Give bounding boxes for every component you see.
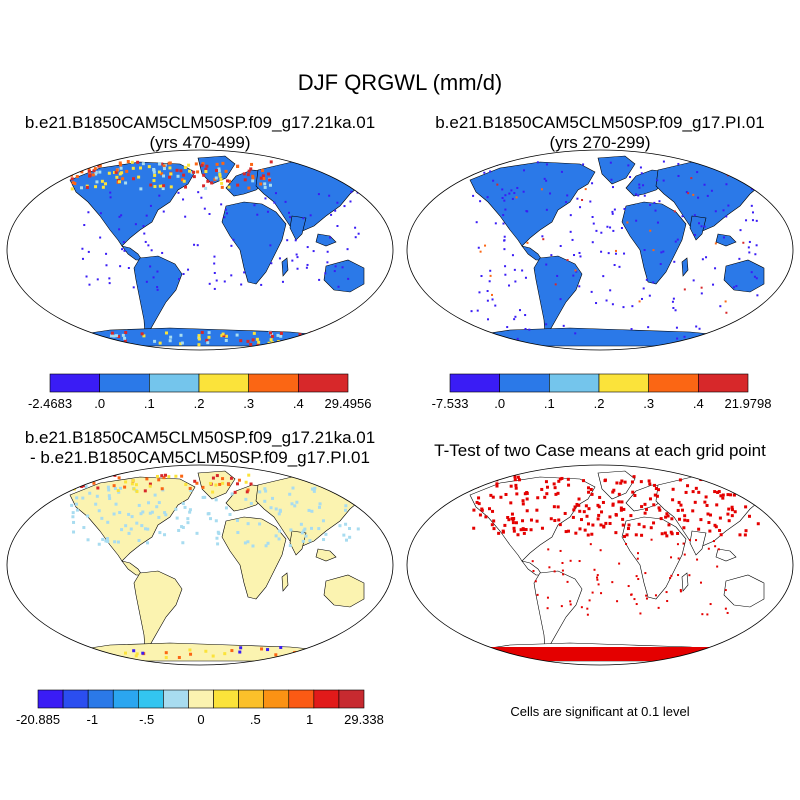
colorbar-swatch: [198, 373, 249, 393]
colorbar-swatch: [248, 373, 299, 393]
panel3-title-line2: - b.e21.B1850CAM5CLM50SP.f09_g17.PI.01: [30, 448, 370, 467]
map-border-case1: [6, 149, 394, 351]
colorbar-swatch: [648, 373, 699, 393]
colorbar-swatch: [87, 689, 114, 709]
colorbar-swatch: [499, 373, 550, 393]
continents-ttest: [469, 470, 765, 662]
significance-note: Cells are significant at 0.1 level: [510, 704, 690, 719]
colorbar-label: .1: [544, 396, 555, 411]
continents-case2: [469, 155, 765, 347]
colorbar-swatch: [49, 373, 100, 393]
grid-cells-case2: [470, 160, 761, 340]
map-border-case2: [406, 149, 794, 351]
colorbar-swatch: [549, 373, 600, 393]
map-ttest: [469, 470, 765, 662]
colorbar-label: .5: [250, 712, 261, 727]
colorbar-label: .0: [94, 396, 105, 411]
grid-cells-ttest: [470, 475, 760, 661]
colorbar-label: .1: [144, 396, 155, 411]
panel1-title-line2: (yrs 470-499): [149, 133, 251, 152]
panel2-title-line2: (yrs 270-299): [549, 133, 651, 152]
colorbar-swatch: [598, 373, 649, 393]
colorbar-label: .3: [643, 396, 654, 411]
map-diff: [69, 470, 365, 662]
colorbar-label: .4: [693, 396, 704, 411]
main-title: DJF QRGWL (mm/d): [297, 70, 503, 95]
colorbar-label: -20.885: [16, 712, 60, 727]
colorbar-case2: -7.533 .0 .1 .2 .3 .4 21.9798: [432, 373, 772, 411]
colorbar-label: -.5: [139, 712, 154, 727]
panel1-title-line1: b.e21.B1850CAM5CLM50SP.f09_g17.21ka.01: [24, 113, 376, 132]
panel4-title: T-Test of two Case means at each grid po…: [434, 441, 766, 460]
colorbar-label: -1: [87, 712, 99, 727]
colorbar-swatch: [37, 689, 64, 709]
colorbar-swatch: [163, 689, 189, 709]
colorbar-swatch: [449, 373, 500, 393]
colorbar-swatch: [138, 689, 164, 709]
panel2-title-line1: b.e21.B1850CAM5CLM50SP.f09_g17.PI.01: [435, 113, 765, 132]
map-border-ttest: [406, 464, 794, 666]
colorbar-swatch: [338, 689, 365, 709]
colorbar-label: .2: [194, 396, 205, 411]
colorbar-label: .0: [494, 396, 505, 411]
colorbar-label: .3: [243, 396, 254, 411]
continents-case1: [69, 155, 365, 347]
colorbar-swatch: [288, 689, 315, 709]
colorbar-swatch: [298, 373, 349, 393]
colorbar-swatch: [238, 689, 264, 709]
colorbar-label: 1: [306, 712, 313, 727]
panel3-title-line1: b.e21.B1850CAM5CLM50SP.f09_g17.21ka.01: [24, 428, 376, 447]
colorbar-swatch: [213, 689, 239, 709]
colorbar-swatch: [698, 373, 749, 393]
colorbar-label: 0: [197, 712, 204, 727]
map-case2: [469, 155, 765, 347]
map-case1: [69, 155, 365, 347]
colorbar-swatch: [99, 373, 150, 393]
colorbar-swatch: [149, 373, 200, 393]
colorbar-swatch: [112, 689, 139, 709]
colorbar-case1: -2.4683 .0 .1 .2 .3 .4 29.4956: [28, 373, 372, 411]
colorbar-label: -7.533: [432, 396, 469, 411]
colorbar-label: 21.9798: [725, 396, 772, 411]
map-border-diff: [6, 464, 394, 666]
colorbar-diff: -20.885 -1 -.5 0 .5 1 29.338: [16, 689, 384, 727]
colorbar-label: -2.4683: [28, 396, 72, 411]
colorbar-label: 29.4956: [325, 396, 372, 411]
colorbar-swatch: [263, 689, 290, 709]
colorbar-label: .2: [594, 396, 605, 411]
colorbar-swatch: [313, 689, 340, 709]
colorbar-swatch: [188, 689, 214, 709]
colorbar-label: .4: [293, 396, 304, 411]
colorbar-swatch: [62, 689, 89, 709]
colorbar-label: 29.338: [344, 712, 384, 727]
